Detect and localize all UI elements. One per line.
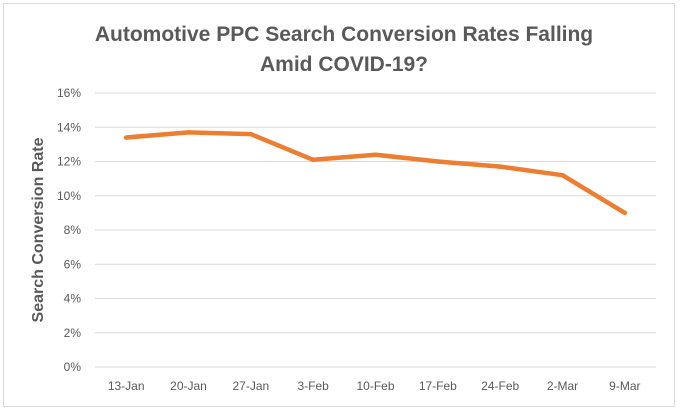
y-tick-label: 16% xyxy=(57,86,81,100)
data-point xyxy=(310,157,316,162)
y-tick-label: 2% xyxy=(64,326,82,340)
x-tick-label: 17-Feb xyxy=(419,379,457,393)
x-tick-labels: 13-Jan 20-Jan 27-Jan 3-Feb 10-Feb 17-Feb 24-Fe… xyxy=(108,379,641,393)
x-tick-label: 3-Feb xyxy=(297,379,329,393)
y-tick-label: 10% xyxy=(57,189,81,203)
data-point xyxy=(123,135,129,140)
y-tick-label: 4% xyxy=(64,292,82,306)
x-tick-label: 13-Jan xyxy=(108,379,145,393)
x-tick-label: 27-Jan xyxy=(232,379,269,393)
y-tick-label: 6% xyxy=(64,257,82,271)
data-point xyxy=(373,152,378,157)
chart-container: Automotive PPC Search Conversion Rates F… xyxy=(3,3,675,407)
y-axis-title: Search Conversion Rate xyxy=(30,137,47,322)
data-point xyxy=(497,164,503,169)
data-point xyxy=(435,159,441,164)
y-tick-label: 8% xyxy=(64,223,82,237)
y-tick-labels: 0% 2% 4% 6% 8% 10% 12% 14% 16% xyxy=(57,86,81,374)
data-point xyxy=(248,131,254,137)
series-layer xyxy=(123,130,628,216)
x-tick-label: 10-Feb xyxy=(356,379,394,393)
data-point xyxy=(186,130,191,135)
x-tick-label: 24-Feb xyxy=(481,379,519,393)
data-point xyxy=(622,210,628,216)
y-tick-label: 14% xyxy=(57,120,81,134)
y-tick-label: 12% xyxy=(57,155,81,169)
chart-title: Automotive PPC Search Conversion Rates F… xyxy=(94,23,594,76)
x-tick-label: 20-Jan xyxy=(170,379,207,393)
x-tick-label: 2-Mar xyxy=(547,379,578,393)
data-point xyxy=(560,173,565,178)
gridlines xyxy=(95,92,656,368)
y-tick-label: 0% xyxy=(64,360,82,374)
series-line xyxy=(123,130,628,216)
x-tick-label: 9-Mar xyxy=(609,379,640,393)
